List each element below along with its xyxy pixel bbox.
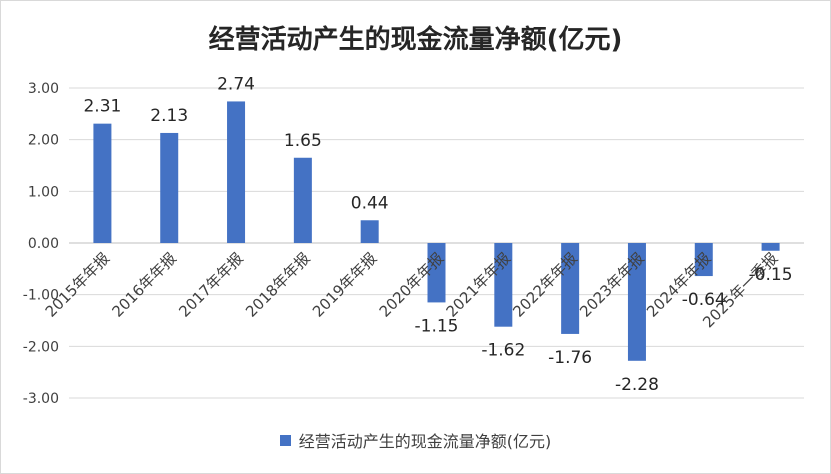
data-label: -2.28 — [615, 375, 659, 395]
chart-title: 经营活动产生的现金流量净额(亿元) — [208, 25, 623, 55]
y-tick-label: 2.00 — [28, 133, 59, 149]
x-tick-label: 2015年年报 — [42, 249, 114, 321]
data-label: 1.65 — [284, 131, 322, 151]
bar — [427, 243, 446, 303]
bar — [293, 157, 312, 243]
bar — [627, 243, 646, 361]
legend-swatch — [279, 434, 291, 446]
y-tick-label: -2.00 — [23, 339, 59, 355]
bar — [160, 132, 179, 243]
bar — [561, 243, 580, 334]
data-label: 2.13 — [150, 106, 188, 126]
data-label: 2.74 — [217, 74, 255, 94]
bar — [360, 220, 379, 243]
data-label: 2.31 — [83, 97, 121, 117]
y-tick-label: 0.00 — [28, 236, 59, 252]
x-tick-label: 2017年年报 — [175, 249, 247, 321]
data-label: -1.15 — [415, 316, 459, 336]
bar — [694, 243, 713, 277]
data-label: -1.62 — [481, 341, 525, 361]
data-label: -1.76 — [548, 348, 592, 368]
bar — [93, 123, 112, 243]
x-tick-label: 2016年年报 — [109, 249, 181, 321]
chart-legend: 经营活动产生的现金流量净额(亿元) — [1, 428, 830, 452]
y-tick-label: -1.00 — [23, 288, 59, 304]
x-tick-label: 2019年年报 — [309, 249, 381, 321]
bar — [494, 243, 513, 327]
bar — [761, 243, 780, 251]
y-tick-label: -3.00 — [23, 391, 59, 407]
data-label: 0.44 — [351, 193, 389, 213]
y-tick-label: 3.00 — [28, 81, 59, 97]
x-tick-label: 2018年年报 — [242, 249, 314, 321]
y-tick-label: 1.00 — [28, 184, 59, 200]
bar — [227, 101, 246, 243]
data-label: -0.15 — [749, 265, 793, 285]
data-label: -0.64 — [682, 290, 726, 310]
legend-label: 经营活动产生的现金流量净额(亿元) — [298, 432, 552, 451]
